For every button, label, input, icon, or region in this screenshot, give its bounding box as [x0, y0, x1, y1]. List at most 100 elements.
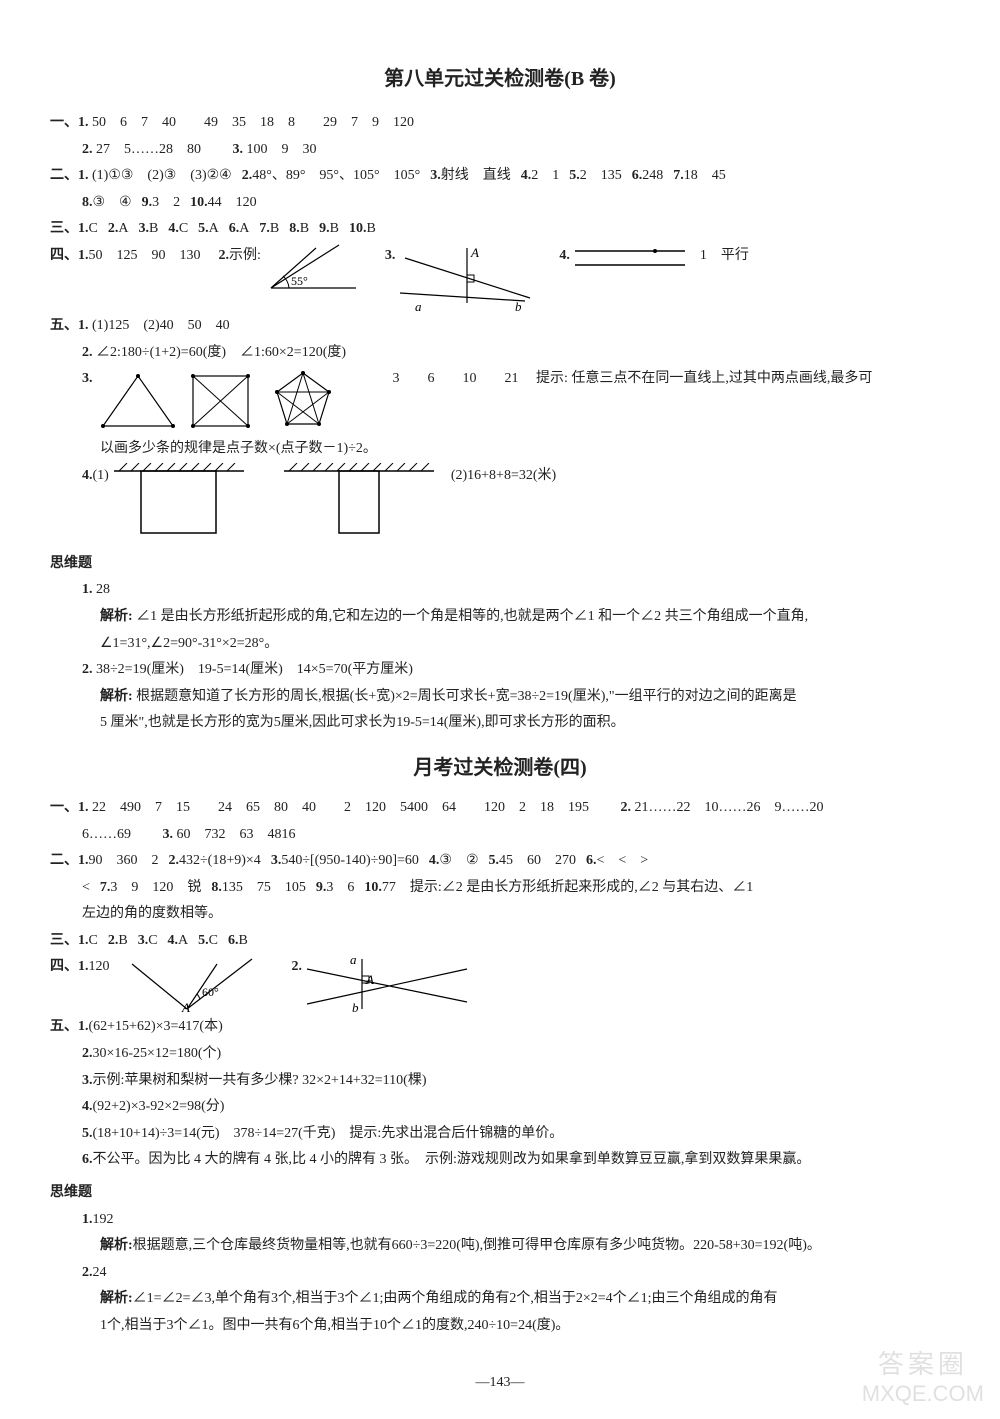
angle-55-label: 55° — [291, 274, 308, 288]
svg-text:A: A — [365, 972, 374, 987]
u8-q4-a2l: 2. — [219, 248, 230, 263]
u8-q4-diagram-perp: A a b — [395, 243, 535, 313]
m4-think-title: 思维题 — [50, 1180, 950, 1207]
m4-q5-a4: (92+2)×3-92×2=98(分) — [93, 1099, 225, 1114]
u8-q2-p10l: 10. — [190, 195, 208, 210]
u8-q1-sub2-label: 2. — [82, 142, 93, 157]
page-number: —143— — [476, 1370, 525, 1397]
u8-q5-a1: (1)125 (2)40 50 40 — [92, 318, 230, 333]
m4-q3-a2l: 2. — [108, 933, 119, 948]
u8-q5-a3n: 3 6 10 21 — [393, 371, 519, 386]
m4-q1-s2: 21……22 10……26 9……20 — [635, 800, 824, 815]
m4-q5-l: 五、1. — [50, 1019, 89, 1034]
m4-q2-a10: 77 — [382, 880, 396, 895]
m4-q5-1: 五、1.(62+15+62)×3=417(本) — [50, 1014, 950, 1041]
u8-q2-p1: (1)①③ (2)③ (3)②④ — [92, 168, 232, 183]
m4-q2-a10hl: 提示: — [410, 880, 442, 895]
m4-q3-a4: A — [178, 933, 188, 948]
m4-q5-a5hl: 提示: — [349, 1126, 381, 1141]
u8-q5-a3r: 以画多少条的规律是点子数×(点子数－1)÷2。 — [100, 441, 377, 456]
u8-q3-a5l: 5. — [198, 221, 209, 236]
m4-q2-line1: 二、1.90 360 2 2.432÷(18+9)×4 3.540÷[(950-… — [50, 848, 950, 875]
m4-q1-s3: 60 732 63 4816 — [177, 827, 296, 842]
m4-q2-a9: 3 6 — [326, 880, 354, 895]
u8-q4-a1: 50 125 90 130 — [89, 248, 201, 263]
svg-text:b: b — [515, 299, 522, 313]
u8-q3-a6: A — [239, 221, 249, 236]
u8-q2-p2: 48°、89° 95°、105° 105° — [252, 168, 420, 183]
m4-q3-a5l: 5. — [198, 933, 209, 948]
m4-t2e2: 1个,相当于3个∠1。图中一共有6个角,相当于10个∠1的度数,240÷10=2… — [100, 1318, 569, 1333]
u8-q3-a6l: 6. — [229, 221, 240, 236]
svg-text:60°: 60° — [202, 985, 219, 999]
m4-q4-a1: 120 — [89, 959, 110, 974]
m4-q4-a2l: 2. — [292, 959, 303, 974]
u8-q4-diagram-angle: 55° — [261, 243, 361, 298]
m4-t2e: ∠1=∠2=∠3,单个角有3个,相当于3个∠1;由两个角组成的角有2个,相当于2… — [133, 1291, 778, 1306]
m4-q3-a6l: 6. — [228, 933, 239, 948]
m4-q3-a1: C — [89, 933, 98, 948]
m4-t2: 24 — [93, 1265, 107, 1280]
u8-q2-p10: 44 120 — [208, 195, 257, 210]
u8-t1el: 解析: — [100, 609, 133, 624]
u8-q4-a3l: 3. — [385, 248, 396, 263]
u8-q5-a4l: 4. — [82, 463, 93, 490]
u8-q2-p7: 18 45 — [684, 168, 726, 183]
m4-q5-a6: 不公平。因为比 4 大的牌有 4 张,比 4 小的牌有 3 张。 示例:游戏规则… — [93, 1152, 811, 1167]
u8-think-2-exp: 解析: 根据题意知道了长方形的周长,根据(长+宽)×2=周长可求长+宽=38÷2… — [50, 684, 950, 711]
m4-q4-diagram2: a A b — [302, 954, 472, 1014]
m4-think-2-exp2: 1个,相当于3个∠1。图中一共有6个角,相当于10个∠1的度数,240÷10=2… — [50, 1313, 950, 1340]
m4-q5-a5: (18+10+14)÷3=14(元) 378÷14=27(千克) — [93, 1126, 336, 1141]
u8-q3: 三、1.C 2.A 3.B 4.C 5.A 6.A 7.B 8.B 9.B 10… — [50, 216, 950, 243]
u8-q4-a4l: 4. — [559, 248, 570, 263]
m4-q1-s3l: 3. — [163, 827, 174, 842]
u8-q2-p5l: 5. — [569, 168, 580, 183]
m4-q5-a3: 示例:苹果树和梨树一共有多少棵? 32×2+14+32=110(棵) — [93, 1073, 427, 1088]
svg-text:b: b — [352, 1000, 359, 1014]
m4-think-2-exp: 解析:∠1=∠2=∠3,单个角有3个,相当于3个∠1;由两个角组成的角有2个,相… — [50, 1286, 950, 1313]
u8-q3-a5: A — [209, 221, 219, 236]
u8-q1-text: 50 6 7 40 49 35 18 8 29 7 9 120 — [92, 115, 414, 130]
m4-q2-a7l: 7. — [100, 880, 111, 895]
m4-t1el: 解析: — [100, 1238, 133, 1253]
u8-q5-diagram-polygons — [93, 366, 373, 436]
m4-q3-a3l: 3. — [138, 933, 149, 948]
u8-q5-a2l: 2. — [82, 345, 93, 360]
u8-think-1-exp: 解析: ∠1 是由长方形纸折起形成的角,它和左边的一个角是相等的,也就是两个∠1… — [50, 604, 950, 631]
u8-think-1-exp2: ∠1=31°,∠2=90°-31°×2=28°。 — [50, 631, 950, 658]
m4-q5-a1: (62+15+62)×3=417(本) — [89, 1019, 223, 1034]
m4-q3-a2: B — [118, 933, 127, 948]
m4-q2-a6l: 6. — [586, 853, 597, 868]
m4-q4-diagram1: 60° A — [122, 954, 262, 1014]
m4-q5-2: 2.30×16-25×12=180(个) — [50, 1041, 950, 1068]
u8-q3-a4l: 4. — [168, 221, 179, 236]
u8-q4-l: 四、1. — [50, 248, 89, 263]
u8-q3-a10: B — [366, 221, 375, 236]
svg-text:a: a — [350, 954, 357, 967]
u8-t2e2: 5 厘米",也就是长方形的宽为5厘米,因此可求长为19-5=14(厘米),即可求… — [100, 715, 625, 730]
u8-q1-sub2: 2. 27 5……28 80 3. 100 9 30 — [50, 137, 950, 164]
u8-q5-l: 五、1. — [50, 318, 89, 333]
u8-q5-a4p2: (2)16+8+8=32(米) — [451, 463, 556, 490]
m4-q2-line3: 左边的角的度数相等。 — [50, 901, 950, 928]
m4-q2-a2l: 2. — [169, 853, 180, 868]
u8-q4-diagram-parallel — [570, 243, 690, 273]
u8-q5-a2: ∠2:180÷(1+2)=60(度) ∠1:60×2=120(度) — [96, 345, 346, 360]
m4-t1e: 根据题意,三个仓库最终货物量相等,也就有660÷3=220(吨),倒推可得甲仓库… — [133, 1238, 821, 1253]
u8-q2-p4l: 4. — [521, 168, 532, 183]
m4-q1-s2l: 2. — [621, 800, 632, 815]
u8-q2-line2: 8.③ ④ 9.3 2 10.44 120 — [50, 190, 950, 217]
u8-q3-a7: B — [270, 221, 279, 236]
m4-q1-t: 22 490 7 15 24 65 80 40 2 120 5400 64 12… — [92, 800, 589, 815]
m4-q2-a10h: ∠2 是由长方形纸折起来形成的,∠2 与其右边、∠1 — [442, 880, 754, 895]
m4-q2-a6: < < > — [597, 853, 649, 868]
watermark: 答案圈 MXQE.COM — [862, 1349, 984, 1407]
m4-q5-a5l: 5. — [82, 1126, 93, 1141]
u8-q3-a10l: 10. — [349, 221, 367, 236]
u8-q5-a3hl: 提示: — [536, 371, 568, 386]
m4-q2-a9l: 9. — [316, 880, 327, 895]
m4-q2-a10l: 10. — [364, 880, 382, 895]
m4-q3-a4l: 4. — [168, 933, 179, 948]
u8-q3-a3l: 3. — [138, 221, 149, 236]
m4-q2-a4l: 4. — [429, 853, 440, 868]
